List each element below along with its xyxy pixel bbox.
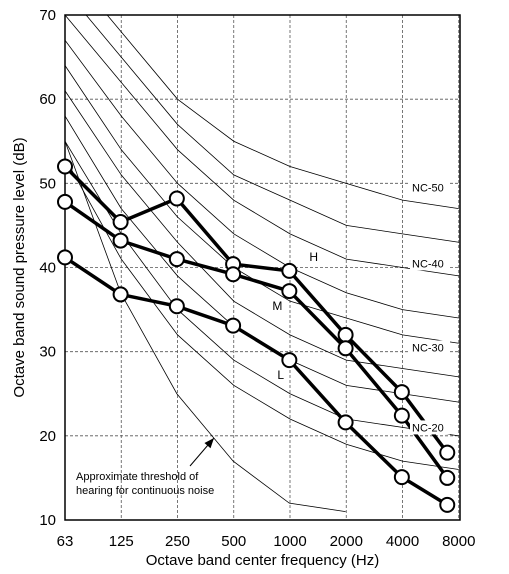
data-point-H [337, 326, 354, 343]
nc-curve [65, 90, 459, 378]
nc-label: NC-20 [412, 422, 444, 434]
x-tick-label: 1000 [273, 533, 306, 550]
nc-label-bg [410, 420, 450, 435]
data-point-M [168, 251, 185, 268]
series-label-L: L [277, 368, 284, 382]
nc-label-bg [410, 256, 450, 271]
threshold-annotation: Approximate threshold of hearing for con… [76, 437, 215, 497]
data-point-H [439, 444, 456, 461]
y-tick-label: 40 [39, 260, 56, 277]
x-axis-title: Octave band center frequency (Hz) [146, 552, 379, 569]
y-axis-title: Octave band sound pressure level (dB) [11, 137, 28, 397]
data-point-H [281, 262, 298, 279]
data-point-H [112, 214, 129, 231]
threshold-line [65, 141, 346, 512]
x-tick-labels: 63 125 250 500 1000 2000 4000 8000 [57, 533, 476, 550]
series-label-H: H [309, 250, 318, 264]
y-tick-label: 10 [39, 512, 56, 529]
y-tick-label: 60 [39, 91, 56, 108]
nc-label: NC-30 [412, 342, 444, 354]
data-point-M [439, 469, 456, 486]
threshold-curve [65, 141, 346, 512]
y-tick-label: 50 [39, 175, 56, 192]
data-point-H [168, 190, 185, 207]
x-tick-label: 2000 [330, 533, 363, 550]
x-tick-label: 125 [109, 533, 134, 550]
nc-curve [65, 15, 459, 277]
y-tick-labels: 10 20 30 40 50 60 70 [39, 7, 56, 529]
data-point-L [439, 496, 456, 513]
data-point-M [393, 407, 410, 424]
nc-label-bg [410, 180, 450, 195]
data-point-H [57, 158, 73, 175]
data-point-H [393, 384, 410, 401]
annotation-arrowhead [204, 438, 214, 449]
x-tick-label: 4000 [386, 533, 419, 550]
data-point-L [168, 298, 185, 315]
annotation-line-1: Approximate threshold of [76, 471, 199, 483]
x-tick-label: 250 [165, 533, 190, 550]
data-point-L [393, 469, 410, 486]
y-tick-label: 20 [39, 428, 56, 445]
nc-curve [65, 115, 459, 403]
nc-label: NC-40 [412, 258, 444, 270]
data-point-L [337, 414, 354, 431]
data-point-L [281, 352, 298, 369]
data-point-L [225, 317, 242, 334]
data-point-M [337, 340, 354, 357]
data-point-M [112, 232, 129, 249]
annotation-line-2: hearing for continuous noise [76, 485, 214, 497]
data-point-M [281, 283, 298, 300]
x-tick-label: 500 [221, 533, 246, 550]
nc-curve [106, 15, 459, 209]
data-point-M [225, 266, 242, 283]
nc-label-bg [410, 340, 450, 355]
y-tick-label: 30 [39, 344, 56, 361]
series-line-H [63, 165, 449, 454]
nc-curve [65, 157, 459, 470]
x-tick-label: 63 [57, 533, 74, 550]
nc-label: NC-50 [412, 183, 444, 195]
y-tick-label: 70 [39, 7, 56, 24]
plot-frame [64, 14, 461, 521]
series-label-M: M [272, 299, 282, 313]
data-point-M [57, 193, 73, 210]
data-point-L [112, 286, 129, 303]
labels: NC-50 NC-40 NC-30 NC-20 H M L [272, 180, 450, 435]
nc-curve [85, 15, 459, 243]
series-line-L [64, 255, 449, 507]
x-tick-label: 8000 [442, 533, 475, 550]
data-series [57, 158, 456, 513]
nc-curve [65, 141, 459, 437]
series-line-M [64, 200, 449, 479]
nc-curve [65, 40, 459, 319]
data-point-L [57, 249, 73, 266]
